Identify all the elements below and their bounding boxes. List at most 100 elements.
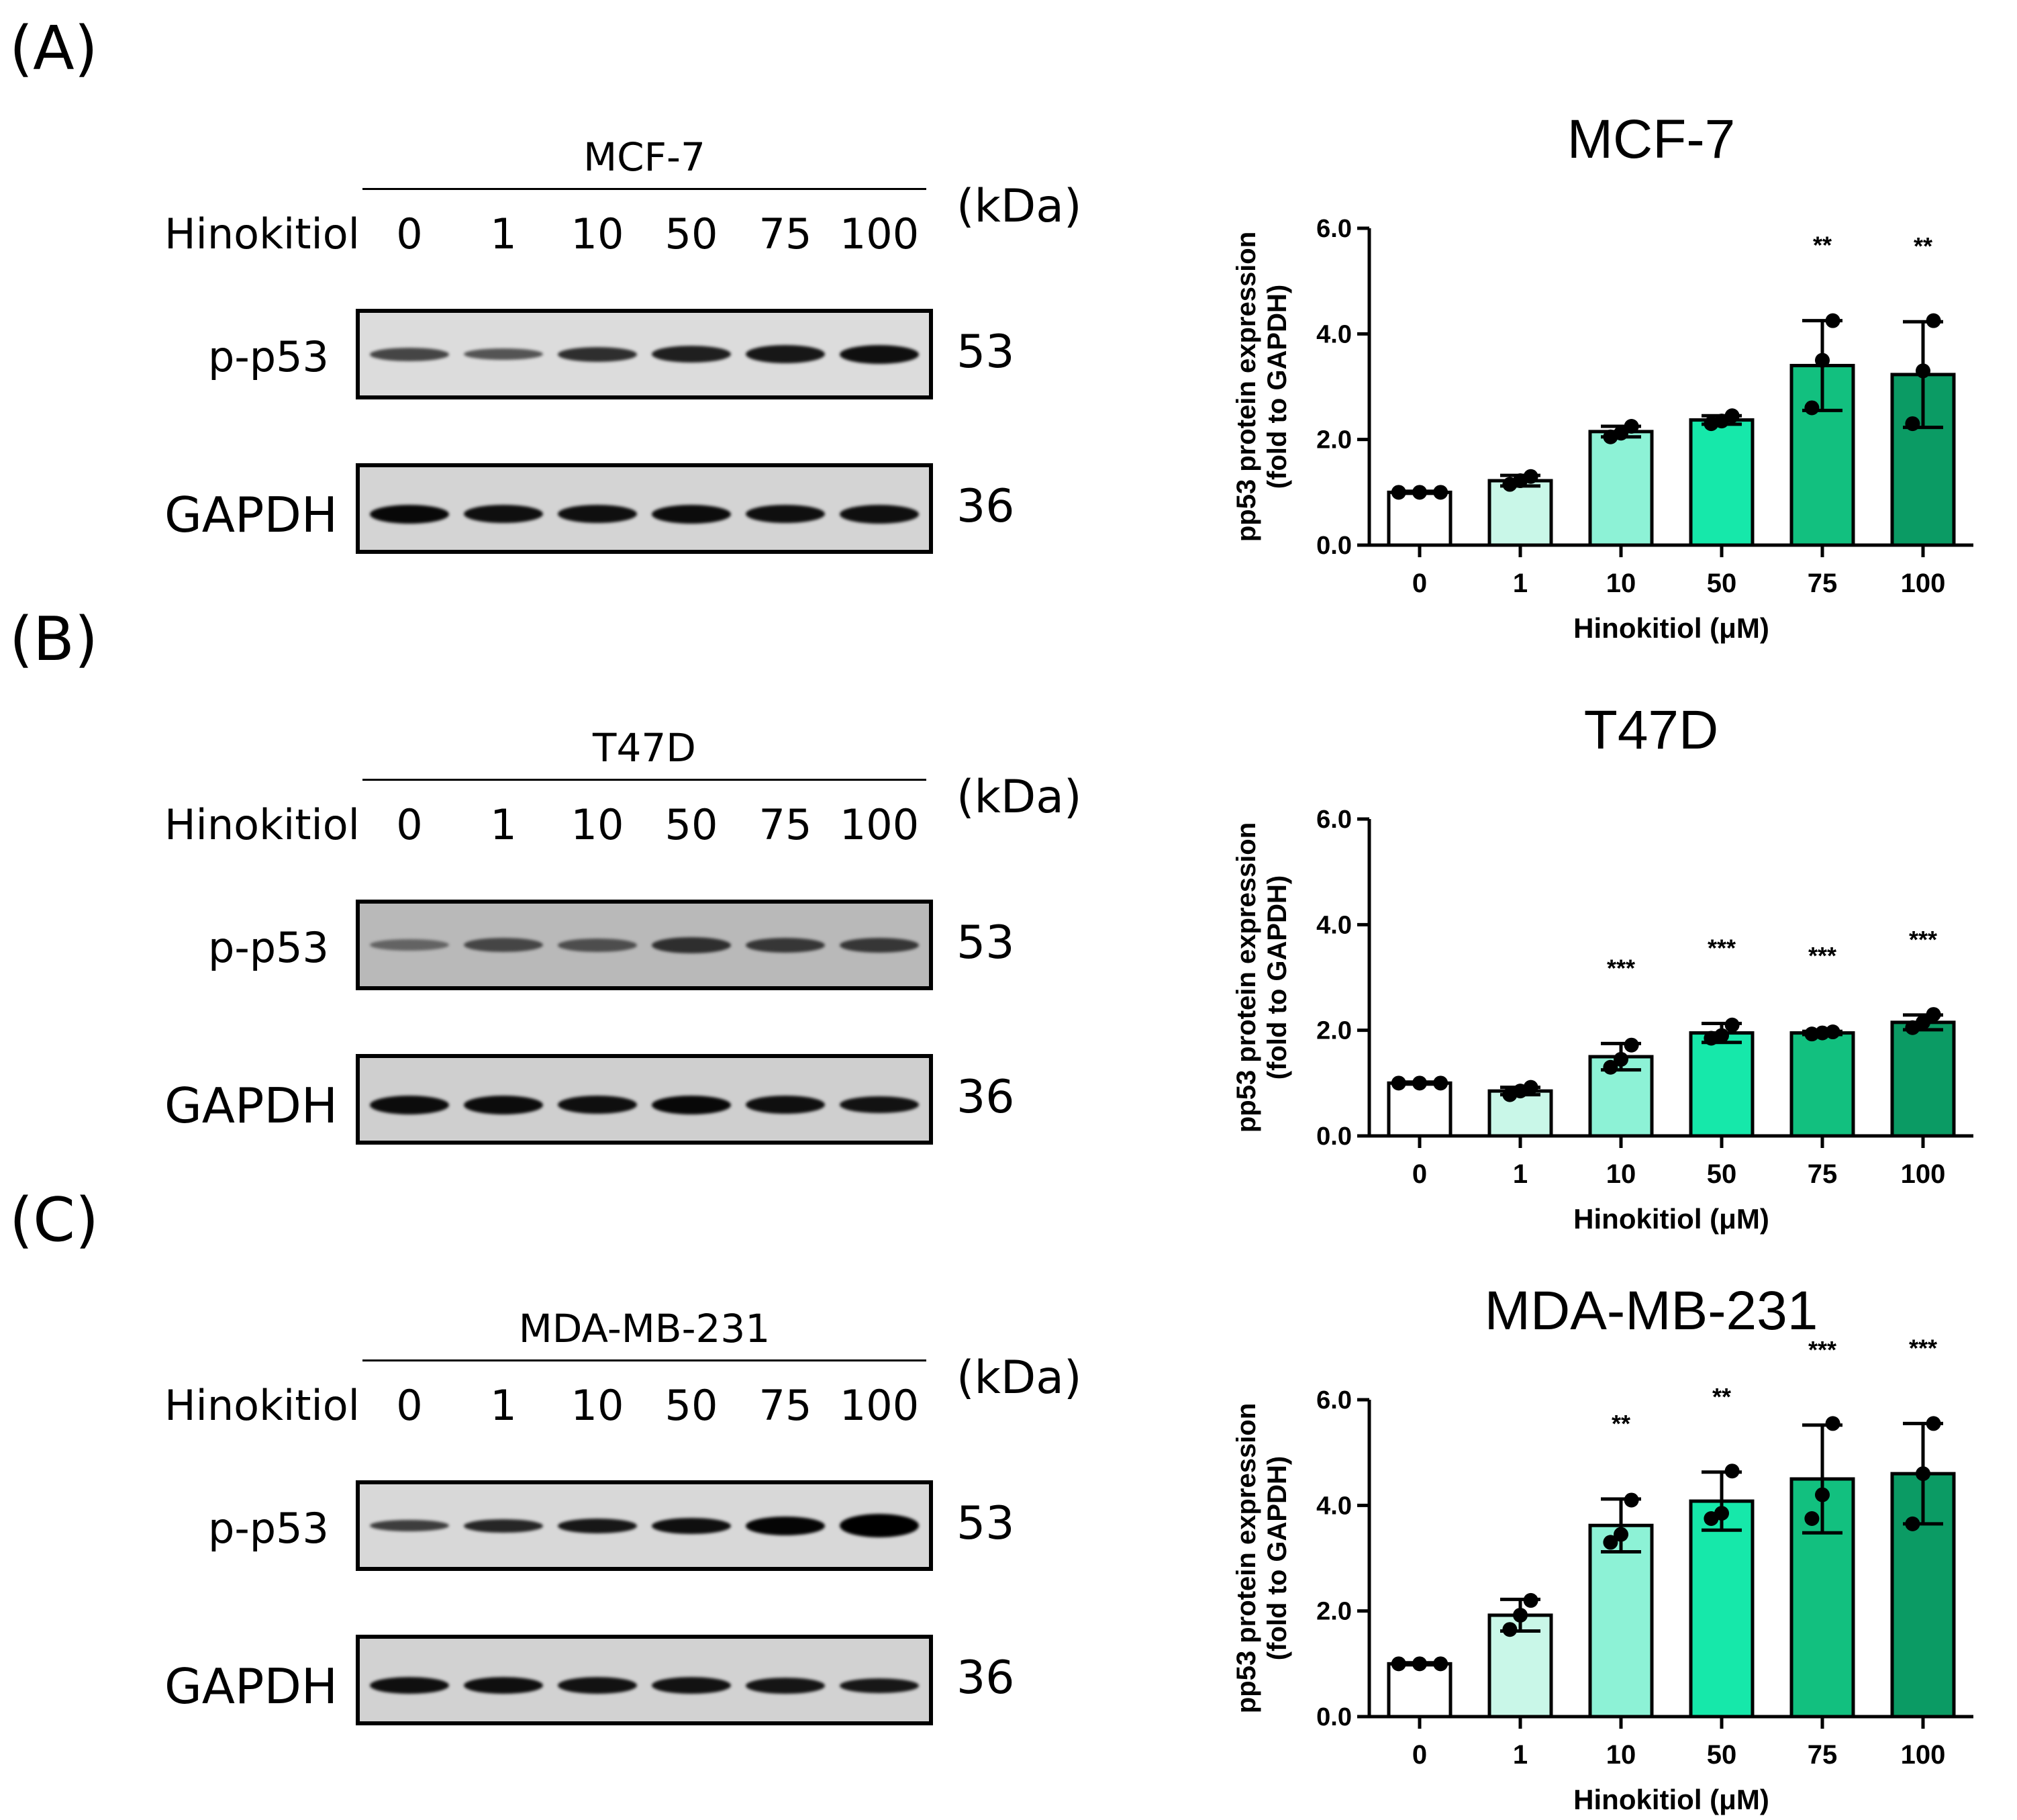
x-tick-label: 75 — [1808, 569, 1838, 598]
blot-band — [558, 346, 637, 362]
blot-gapdh — [356, 1054, 933, 1145]
panel-2: (C) MDA-MB-231 Hinokitiol 0 1 10 50 75 100 (kDa) p… — [0, 1171, 2017, 1815]
x-axis-label: Hinokitiol (μM) — [1573, 612, 1769, 644]
cell-line-bar — [362, 1359, 926, 1361]
bar — [1487, 1613, 1553, 1719]
y-tick-label: 2.0 — [1316, 1017, 1352, 1045]
data-point — [1614, 426, 1628, 441]
y-tick-label: 0.0 — [1316, 532, 1352, 560]
dose-label: 100 — [839, 800, 920, 849]
blot-band — [746, 1677, 825, 1694]
data-point — [1724, 408, 1740, 424]
data-point — [1603, 1535, 1618, 1550]
blot-band — [558, 1518, 637, 1533]
blot-band — [840, 344, 919, 364]
protein-label: GAPDH — [164, 487, 338, 543]
data-point — [1433, 485, 1448, 500]
blot-band — [370, 347, 449, 361]
significance-label: *** — [1909, 926, 1937, 953]
dose-label: 50 — [665, 800, 718, 849]
blot-band — [464, 1677, 543, 1694]
bar — [1689, 1499, 1755, 1719]
blot-band — [558, 938, 637, 952]
blot-band — [840, 1514, 919, 1537]
significance-label: *** — [1607, 954, 1635, 981]
dose-label: 10 — [571, 1381, 624, 1430]
cell-line-label: MDA-MB-231 — [518, 1306, 771, 1351]
data-point — [1412, 1656, 1427, 1672]
blot-band — [370, 1520, 449, 1531]
cell-line-bar — [362, 188, 926, 190]
data-point — [1804, 400, 1820, 416]
blot-band — [464, 505, 543, 523]
x-tick-label: 100 — [1901, 569, 1946, 598]
blot-band — [464, 1519, 543, 1533]
x-tick-label: 50 — [1707, 1740, 1737, 1770]
panel-label: (A) — [9, 13, 98, 84]
data-point — [1624, 1037, 1639, 1053]
data-point — [1603, 1059, 1618, 1075]
x-tick-label: 75 — [1808, 1740, 1838, 1770]
data-point — [1523, 469, 1538, 484]
kda-value: 36 — [956, 1651, 1015, 1705]
x-tick-label: 100 — [1901, 1159, 1946, 1189]
data-point — [1391, 1656, 1406, 1672]
data-point — [1391, 485, 1406, 500]
blot-band — [558, 1096, 637, 1114]
data-point — [1523, 1080, 1538, 1095]
data-point — [1926, 1416, 1941, 1431]
x-axis-label: Hinokitiol (μM) — [1573, 1784, 1769, 1815]
y-tick-label: 4.0 — [1316, 320, 1352, 348]
blot-band — [840, 937, 919, 953]
data-point — [1815, 352, 1830, 368]
data-point — [1724, 1464, 1740, 1479]
dose-label: 10 — [571, 209, 624, 258]
dose-label: 1 — [490, 800, 517, 849]
dose-label: 100 — [839, 1381, 920, 1430]
significance-label: ** — [1612, 1410, 1630, 1437]
dose-label: 0 — [396, 800, 423, 849]
x-tick-label: 10 — [1606, 569, 1636, 598]
data-point — [1614, 1527, 1628, 1542]
data-point — [1614, 1051, 1628, 1067]
y-axis-label: (fold to GAPDH) — [1263, 285, 1292, 489]
treatment-label: Hinokitiol — [164, 800, 360, 849]
data-point — [1905, 416, 1920, 432]
blot-band — [746, 1096, 825, 1114]
bar-chart: MDA-MB-231 pp53 protein expression (fold t… — [1232, 1280, 1973, 1815]
significance-label: *** — [1708, 934, 1736, 961]
significance-label: *** — [1808, 942, 1836, 969]
significance-label: ** — [1914, 232, 1932, 260]
dose-label: 100 — [839, 209, 920, 258]
blot-band — [464, 348, 543, 360]
y-tick-label: 6.0 — [1316, 215, 1352, 243]
bar-chart: T47D pp53 protein expression (fold to GAPD… — [1232, 700, 1973, 1235]
significance-label: *** — [1909, 1334, 1937, 1361]
data-point — [1724, 1017, 1740, 1033]
x-tick-label: 0 — [1412, 1159, 1427, 1189]
y-axis-label: pp53 protein expression — [1232, 1403, 1261, 1713]
blot-band — [746, 937, 825, 953]
blot-band — [464, 1095, 543, 1114]
panel-0: (A) MCF-7 Hinokitiol 0 1 10 50 75 100 (kDa) p-p53 5… — [0, 0, 2017, 644]
y-tick-label: 4.0 — [1316, 1492, 1352, 1520]
bar-chart: MCF-7 pp53 protein expression (fold to GAP… — [1232, 109, 1973, 644]
data-point — [1502, 1622, 1518, 1637]
blot-p-p53 — [356, 1480, 933, 1571]
protein-label: p-p53 — [208, 332, 329, 381]
dose-label: 1 — [490, 1381, 517, 1430]
blot-band — [464, 938, 543, 952]
y-tick-label: 0.0 — [1316, 1122, 1352, 1151]
blot-band — [746, 345, 825, 363]
kda-unit-label: (kDa) — [956, 1351, 1082, 1404]
x-tick-label: 1 — [1513, 1159, 1528, 1189]
blot-band — [652, 504, 731, 524]
data-point — [1916, 1466, 1930, 1482]
y-axis-label: (fold to GAPDH) — [1263, 875, 1292, 1080]
bar — [1387, 1662, 1453, 1719]
bar — [1789, 1031, 1855, 1138]
blot-band — [652, 1095, 731, 1114]
data-point — [1714, 1028, 1729, 1043]
data-point — [1825, 1416, 1840, 1431]
y-tick-label: 4.0 — [1316, 911, 1352, 939]
